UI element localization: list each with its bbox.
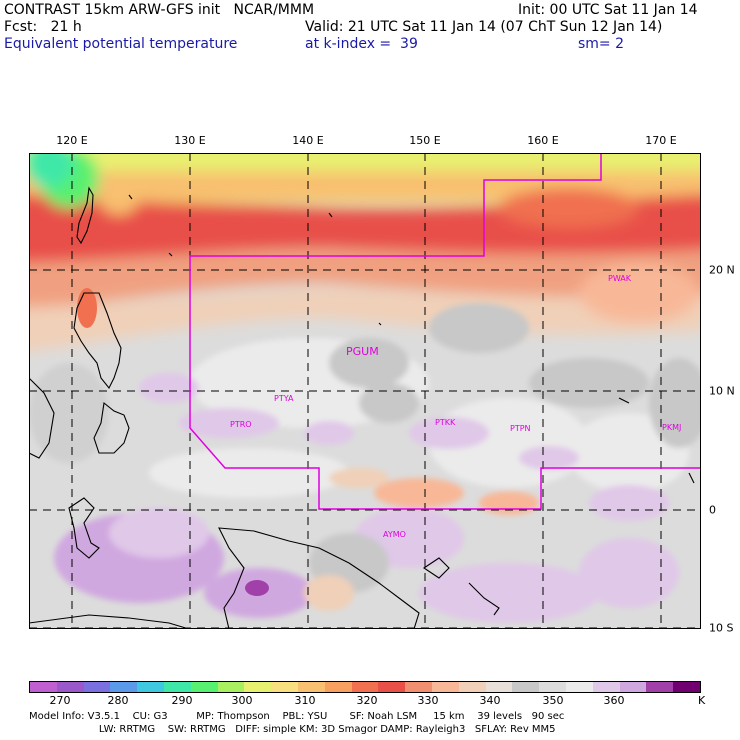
lat-label: 10 S (709, 621, 734, 635)
lon-label: 160 E (527, 134, 559, 147)
station-label: PWAK (608, 274, 632, 283)
colorbar-tick: 350 (542, 694, 564, 707)
new-britain-coast (423, 557, 450, 579)
colorbar-swatch (137, 682, 164, 692)
domain-boundary (189, 153, 701, 510)
station-label: PTYA (274, 394, 294, 403)
coastlines (29, 186, 695, 629)
station-label: PKMJ (662, 423, 681, 432)
model-info-line1: Model Info: V3.5.1 CU: G3 MP: Thompson P… (29, 711, 565, 722)
model-title: CONTRAST 15km ARW-GFS init NCAR/MMM (4, 2, 315, 18)
colorbar-tick: 360 (603, 694, 625, 707)
colorbar-swatch (405, 682, 432, 692)
high-theta-e-cell (245, 580, 269, 596)
lat-label: 10 N (709, 384, 735, 398)
colorbar-swatch (217, 682, 245, 692)
station-label: PTKK (435, 418, 456, 427)
sulawesi-coast (68, 497, 100, 559)
colorbar-swatch (110, 682, 138, 692)
station-label: PGUM (346, 345, 379, 358)
field-tropics (29, 303, 701, 623)
colorbar-swatch (431, 682, 459, 692)
borneo-coast (29, 377, 55, 459)
colorbar-swatch (512, 682, 540, 692)
colorbar-swatch (83, 682, 111, 692)
colorbar (29, 681, 701, 693)
lon-label: 130 E (174, 134, 206, 147)
colorbar-tick: 310 (294, 694, 316, 707)
colorbar-unit: K (698, 694, 706, 707)
taiwan-coast (76, 186, 94, 245)
solomon-coast (468, 582, 500, 616)
warm-spot (77, 288, 97, 328)
mindanao-coast (93, 401, 130, 454)
colorbar-tick: 300 (231, 694, 253, 707)
station-label: AYMO (383, 530, 406, 539)
model-info-line2: LW: RRTMG SW: RRTMG DIFF: simple KM: 3D … (29, 724, 556, 735)
colorbar-swatch (592, 682, 620, 692)
colorbar-tick: 320 (356, 694, 378, 707)
colorbar-tick: 280 (107, 694, 129, 707)
colorbar-swatch (458, 682, 486, 692)
colorbar-swatch (485, 682, 513, 692)
new-guinea-coast (218, 527, 420, 629)
colorbar-swatch (378, 682, 406, 692)
colorbar-swatch (163, 682, 191, 692)
luzon-coast (73, 292, 122, 390)
init-time: Init: 00 UTC Sat 11 Jan 14 (518, 2, 698, 18)
colorbar-swatch (565, 682, 593, 692)
lat-label: 0 (709, 503, 716, 517)
forecast-hour: Fcst: 21 h (4, 19, 82, 35)
colorbar-tick: 340 (479, 694, 501, 707)
theta-e-map: PWAK PGUM PTYA PTRO PTKK PTPN PKMJ AYMO (29, 153, 701, 629)
colorbar-tick: 330 (417, 694, 439, 707)
lon-label: 120 E (56, 134, 88, 147)
lon-label: 140 E (292, 134, 324, 147)
lat-label: 20 N (709, 263, 735, 277)
station-label: PTPN (510, 424, 531, 433)
level-info: at k-index = 39 (305, 36, 418, 52)
colorbar-swatch (351, 682, 379, 692)
colorbar-tick: 290 (171, 694, 193, 707)
colorbar-swatch (30, 682, 57, 692)
lesser-sunda-coast (29, 614, 190, 629)
colorbar-swatch (190, 682, 218, 692)
map-frame (29, 153, 701, 629)
lon-label: 170 E (645, 134, 677, 147)
colorbar-swatch (539, 682, 566, 692)
colorbar-swatch (56, 682, 84, 692)
field-bands (29, 153, 701, 351)
colorbar-swatch (271, 682, 298, 692)
smoothing-info: sm= 2 (578, 36, 625, 52)
field-name: Equivalent potential temperature (4, 36, 238, 52)
colorbar-swatch (619, 682, 647, 692)
colorbar-swatch (646, 682, 674, 692)
colorbar-swatch (297, 682, 325, 692)
colorbar-swatch (673, 682, 700, 692)
valid-time: Valid: 21 UTC Sat 11 Jan 14 (07 ChT Sun … (305, 19, 663, 35)
colorbar-swatch (324, 682, 352, 692)
station-label: PTRO (230, 420, 252, 429)
lon-label: 150 E (409, 134, 441, 147)
colorbar-swatch (244, 682, 272, 692)
colorbar-tick: 270 (49, 694, 71, 707)
